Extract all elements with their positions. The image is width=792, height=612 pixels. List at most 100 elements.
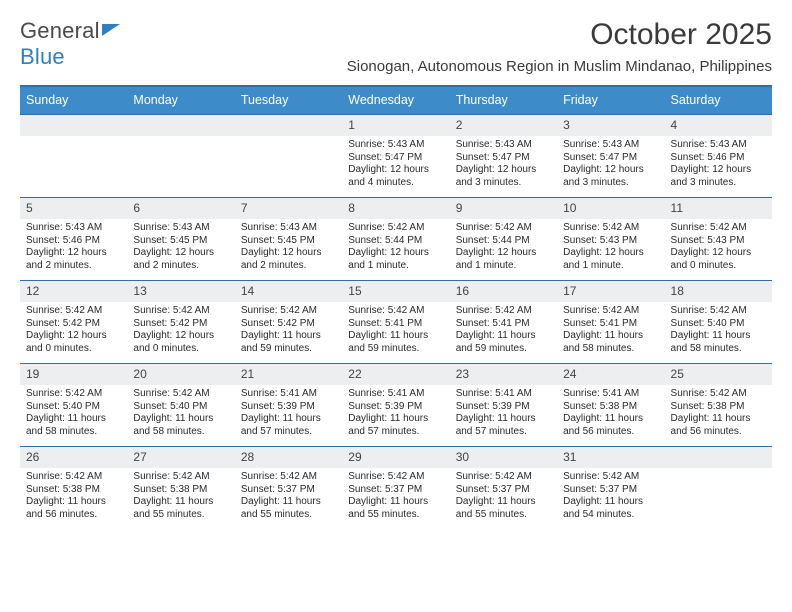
brand-triangle-icon [102, 24, 120, 36]
day-number: 16 [450, 281, 557, 302]
day-number: 3 [557, 115, 664, 136]
day-number: 29 [342, 447, 449, 468]
weekday-header-row: SundayMondayTuesdayWednesdayThursdayFrid… [20, 87, 772, 114]
sunset-line: Sunset: 5:37 PM [348, 484, 443, 497]
day-number: 8 [342, 198, 449, 219]
calendar-day-cell: 13 Sunrise: 5:42 AMSunset: 5:42 PMDayligh… [127, 281, 234, 363]
day-number: 28 [235, 447, 342, 468]
weekday-header: Tuesday [235, 87, 342, 114]
weekday-header: Monday [127, 87, 234, 114]
sunset-line: Sunset: 5:40 PM [671, 318, 766, 331]
daylight-line: Daylight: 11 hours and 55 minutes. [241, 496, 336, 521]
sunset-line: Sunset: 5:40 PM [26, 401, 121, 414]
day-number: 15 [342, 281, 449, 302]
daylight-line: Daylight: 12 hours and 0 minutes. [26, 330, 121, 355]
sunrise-line: Sunrise: 5:42 AM [563, 222, 658, 235]
calendar-day-cell: 20Sunrise: 5:42 AMSunset: 5:40 PMDayligh… [127, 364, 234, 446]
sunrise-line: Sunrise: 5:43 AM [26, 222, 121, 235]
calendar-day-cell: 2Sunrise: 5:43 AMSunset: 5:47 PMDaylight… [450, 115, 557, 197]
sunset-line: Sunset: 5:37 PM [241, 484, 336, 497]
sunset-line: Sunset: 5:41 PM [348, 318, 443, 331]
sunrise-line: Sunrise: 5:42 AM [348, 305, 443, 318]
day-number: 9 [450, 198, 557, 219]
sunset-line: Sunset: 5:46 PM [671, 152, 766, 165]
sunset-line: Sunset: 5:39 PM [456, 401, 551, 414]
daylight-line: Daylight: 11 hours and 55 minutes. [133, 496, 228, 521]
calendar-week-row: 1Sunrise: 5:43 AMSunset: 5:47 PMDaylight… [20, 114, 772, 197]
sunrise-line: Sunrise: 5:42 AM [133, 388, 228, 401]
day-number: 13 [127, 281, 234, 302]
calendar-day-cell: 9Sunrise: 5:42 AMSunset: 5:44 PMDaylight… [450, 198, 557, 280]
calendar-day-cell: 8Sunrise: 5:42 AMSunset: 5:44 PMDaylight… [342, 198, 449, 280]
sunrise-line: Sunrise: 5:42 AM [563, 471, 658, 484]
sunset-line: Sunset: 5:38 PM [671, 401, 766, 414]
sunset-line: Sunset: 5:47 PM [348, 152, 443, 165]
day-number: 17 [557, 281, 664, 302]
calendar-day-cell: 17Sunrise: 5:42 AMSunset: 5:41 PMDayligh… [557, 281, 664, 363]
header-bar: General Blue October 2025 Sionogan, Auto… [20, 18, 772, 75]
calendar-day-cell [20, 115, 127, 197]
calendar-day-cell [235, 115, 342, 197]
calendar-day-cell: 30Sunrise: 5:42 AMSunset: 5:37 PMDayligh… [450, 447, 557, 529]
day-number: 26 [20, 447, 127, 468]
sunrise-line: Sunrise: 5:41 AM [348, 388, 443, 401]
calendar-day-cell: 10 Sunrise: 5:42 AMSunset: 5:43 PMDayligh… [557, 198, 664, 280]
sunrise-line: Sunrise: 5:43 AM [348, 139, 443, 152]
daylight-line: Daylight: 12 hours and 1 minute. [563, 247, 658, 272]
day-number: 5 [20, 198, 127, 219]
daylight-line: Daylight: 11 hours and 57 minutes. [241, 413, 336, 438]
calendar-day-cell: 21Sunrise: 5:41 AMSunset: 5:39 PMDayligh… [235, 364, 342, 446]
sunrise-line: Sunrise: 5:42 AM [133, 305, 228, 318]
day-number: 21 [235, 364, 342, 385]
daylight-line: Daylight: 12 hours and 0 minutes. [133, 330, 228, 355]
daylight-line: Daylight: 11 hours and 56 minutes. [563, 413, 658, 438]
daylight-line: Daylight: 12 hours and 3 minutes. [456, 164, 551, 189]
sunrise-line: Sunrise: 5:42 AM [671, 388, 766, 401]
daylight-line: Daylight: 11 hours and 56 minutes. [26, 496, 121, 521]
sunset-line: Sunset: 5:47 PM [456, 152, 551, 165]
sunrise-line: Sunrise: 5:42 AM [26, 471, 121, 484]
day-number: 10 [557, 198, 664, 219]
sunrise-line: Sunrise: 5:42 AM [671, 305, 766, 318]
calendar-day-cell: 6Sunrise: 5:43 AMSunset: 5:45 PMDaylight… [127, 198, 234, 280]
calendar-week-row: 5 Sunrise: 5:43 AMSunset: 5:46 PM Daylight… [20, 197, 772, 280]
sunset-line: Sunset: 5:45 PM [241, 235, 336, 248]
sunrise-line: Sunrise: 5:42 AM [563, 305, 658, 318]
calendar-day-cell: 3Sunrise: 5:43 AMSunset: 5:47 PMDaylight… [557, 115, 664, 197]
sunset-line: Sunset: 5:38 PM [563, 401, 658, 414]
sunset-line: Sunset: 5:42 PM [26, 318, 121, 331]
daylight-line: Daylight: 12 hours and 4 minutes. [348, 164, 443, 189]
sunset-line: Sunset: 5:39 PM [348, 401, 443, 414]
day-number: 1 [342, 115, 449, 136]
calendar-day-cell: 7Sunrise: 5:43 AMSunset: 5:45 PMDaylight… [235, 198, 342, 280]
sunset-line: Sunset: 5:43 PM [563, 235, 658, 248]
day-number: 25 [665, 364, 772, 385]
sunset-line: Sunset: 5:37 PM [563, 484, 658, 497]
weekday-header: Friday [557, 87, 664, 114]
sunset-line: Sunset: 5:42 PM [133, 318, 228, 331]
daylight-line: Daylight: 12 hours and 1 minute. [456, 247, 551, 272]
calendar: SundayMondayTuesdayWednesdayThursdayFrid… [20, 85, 772, 529]
sunset-line: Sunset: 5:42 PM [241, 318, 336, 331]
sunset-line: Sunset: 5:37 PM [456, 484, 551, 497]
day-number: 14 [235, 281, 342, 302]
calendar-day-cell [665, 447, 772, 529]
sunset-line: Sunset: 5:44 PM [348, 235, 443, 248]
sunset-line: Sunset: 5:43 PM [671, 235, 766, 248]
daylight-line: Daylight: 11 hours and 59 minutes. [241, 330, 336, 355]
day-number: 4 [665, 115, 772, 136]
calendar-day-cell: 23Sunrise: 5:41 AMSunset: 5:39 PMDayligh… [450, 364, 557, 446]
calendar-day-cell: 18Sunrise: 5:42 AMSunset: 5:40 PMDayligh… [665, 281, 772, 363]
sunset-line: Sunset: 5:46 PM [26, 235, 121, 248]
daylight-line: Daylight: 11 hours and 59 minutes. [348, 330, 443, 355]
daylight-line: Daylight: 11 hours and 57 minutes. [348, 413, 443, 438]
calendar-day-cell: 19Sunrise: 5:42 AMSunset: 5:40 PMDayligh… [20, 364, 127, 446]
daylight-line: Daylight: 11 hours and 58 minutes. [26, 413, 121, 438]
sunrise-line: Sunrise: 5:43 AM [456, 139, 551, 152]
daylight-line: Daylight: 11 hours and 57 minutes. [456, 413, 551, 438]
sunset-line: Sunset: 5:44 PM [456, 235, 551, 248]
day-number: 27 [127, 447, 234, 468]
calendar-day-cell: 25Sunrise: 5:42 AMSunset: 5:38 PMDayligh… [665, 364, 772, 446]
calendar-day-cell: 22Sunrise: 5:41 AMSunset: 5:39 PMDayligh… [342, 364, 449, 446]
day-number: 23 [450, 364, 557, 385]
